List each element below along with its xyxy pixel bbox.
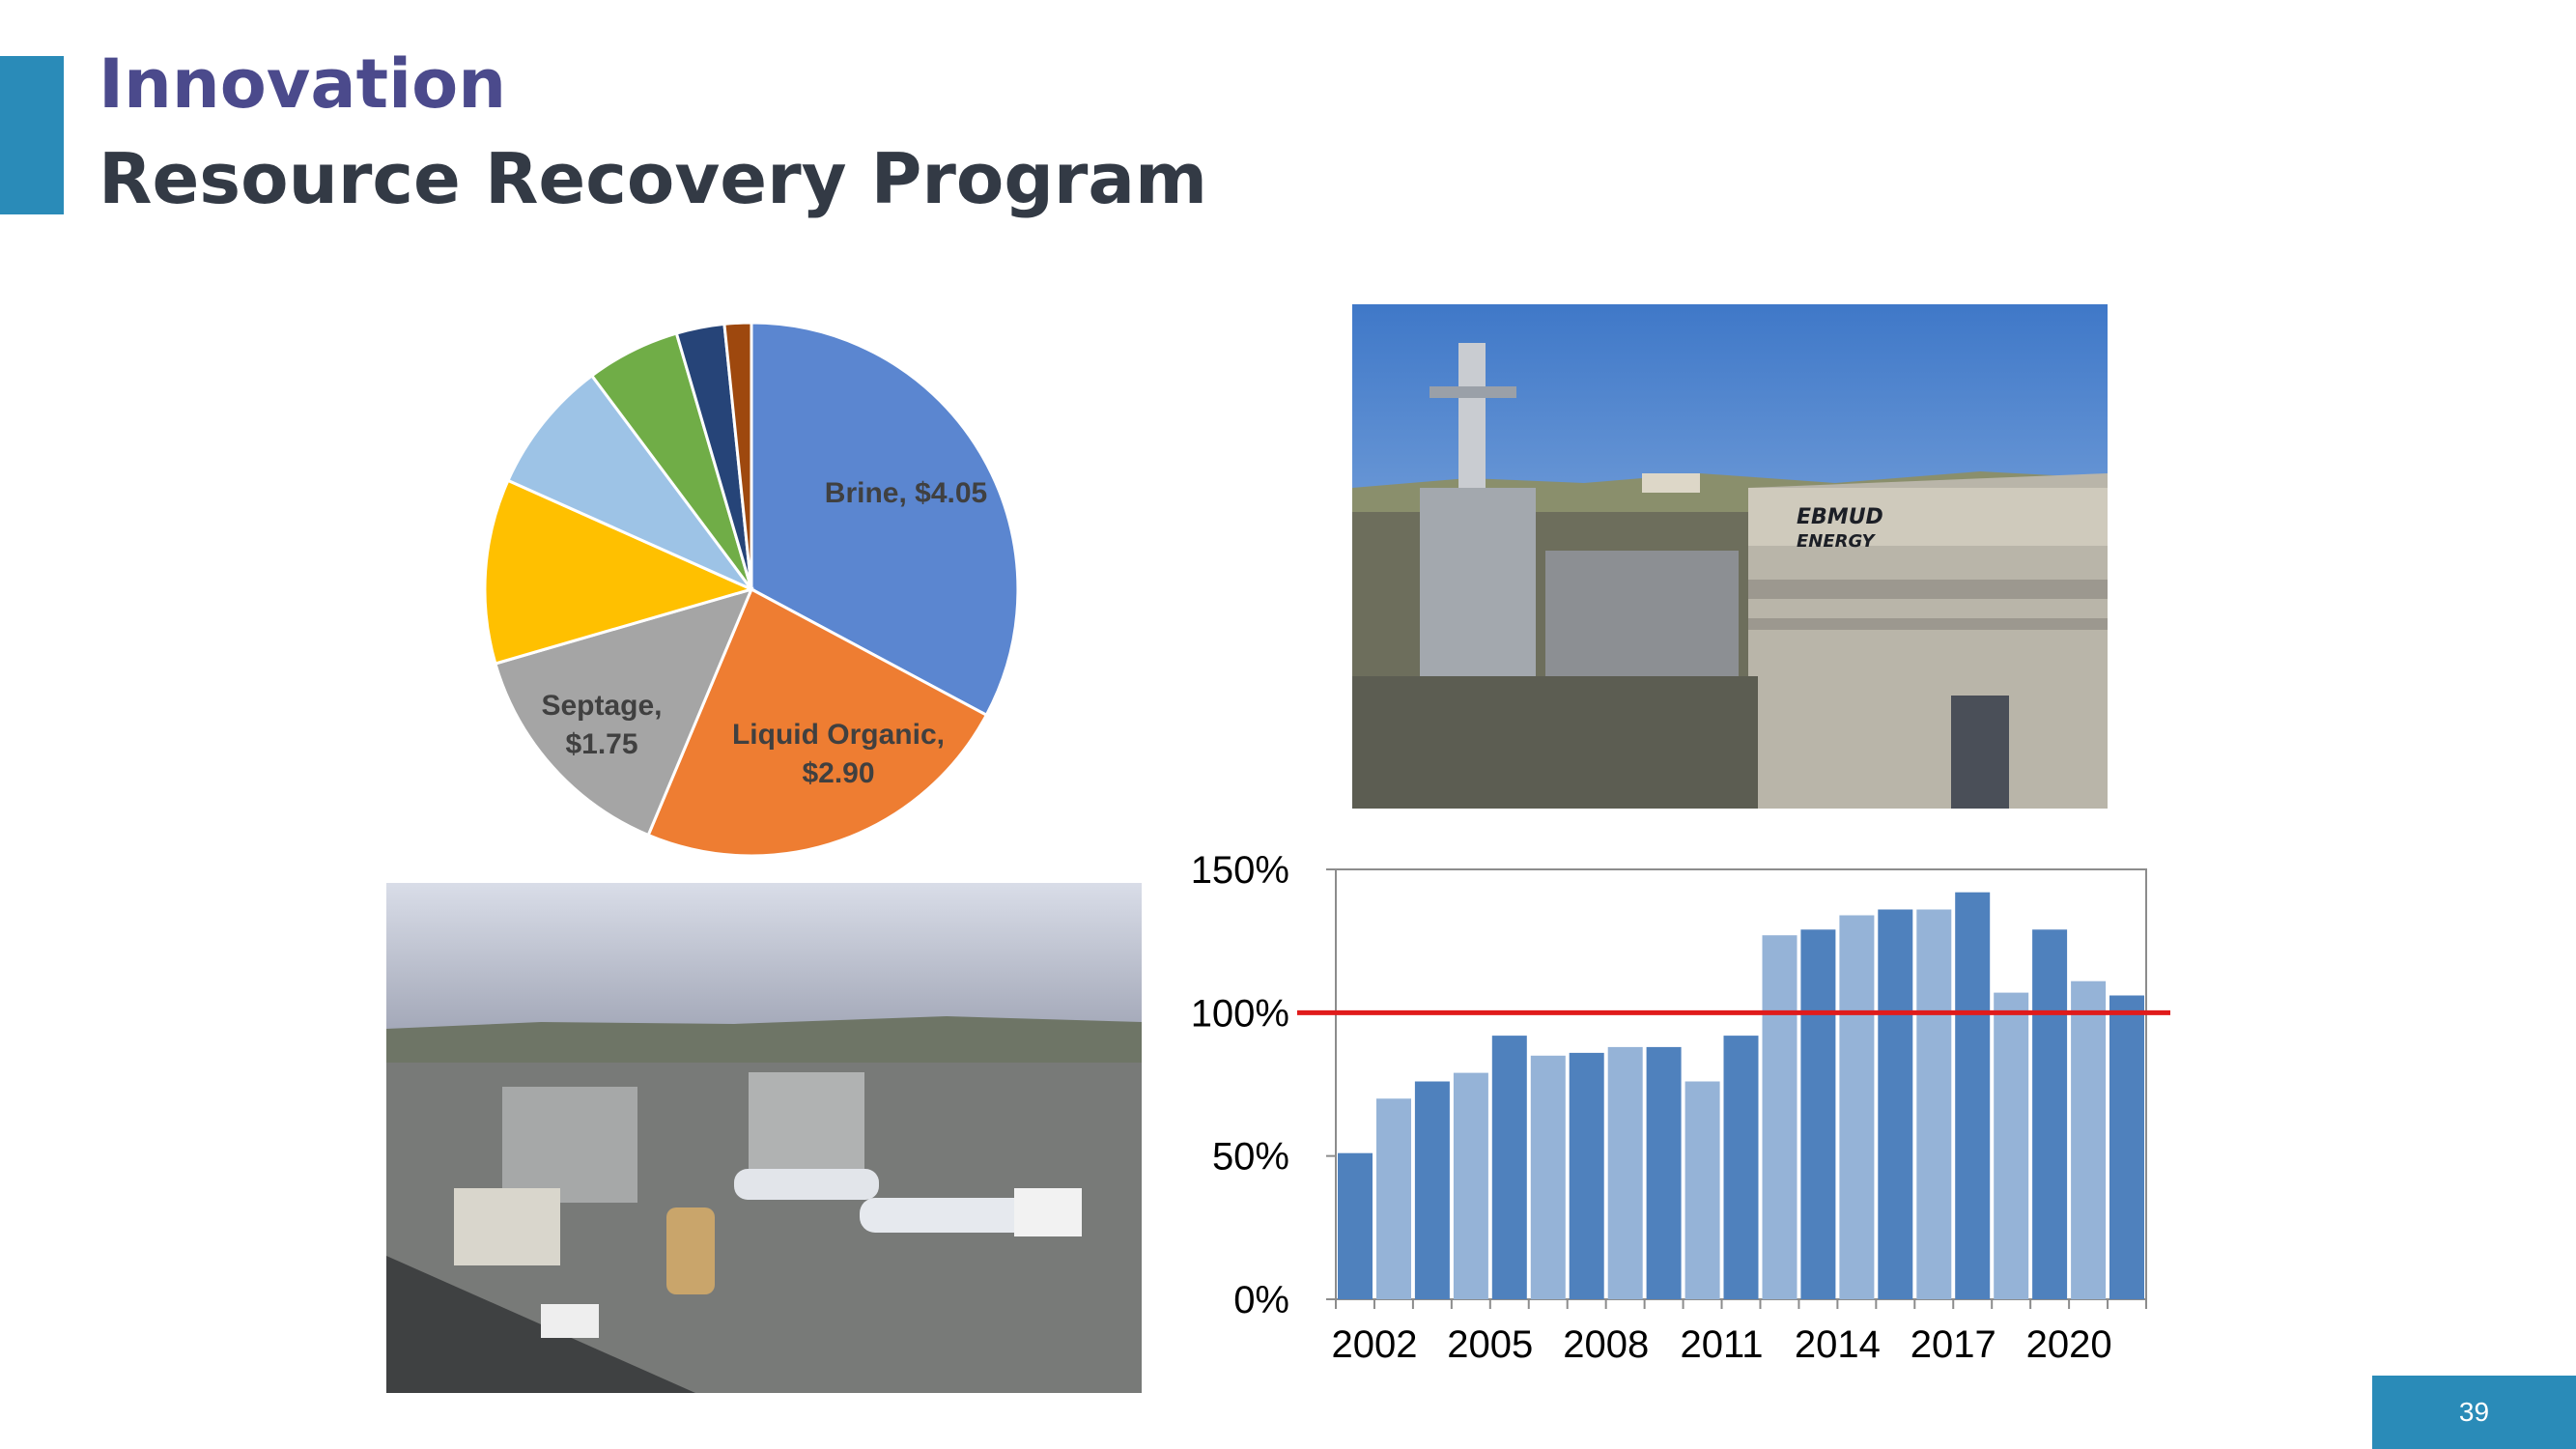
bar <box>2071 980 2107 1299</box>
pie-slice <box>750 321 1020 718</box>
pie-slice <box>646 586 989 858</box>
x-tick-label: 2014 <box>1795 1323 1881 1366</box>
y-tick-label: 50% <box>1212 1136 1289 1179</box>
bar <box>1955 892 1991 1299</box>
plant-sign-line2: ENERGY <box>1797 531 1877 552</box>
bar <box>1684 1081 1720 1299</box>
x-tick-label: 2008 <box>1563 1323 1649 1366</box>
bar <box>1376 1098 1411 1299</box>
accent-bar <box>0 56 64 214</box>
bar <box>1453 1072 1488 1299</box>
receiving-station-photo <box>386 883 1142 1393</box>
pie-slice <box>483 478 756 666</box>
bar <box>1646 1046 1682 1299</box>
pie-slice <box>722 321 753 590</box>
bar <box>1839 915 1875 1299</box>
x-tick-label: 2011 <box>1680 1323 1763 1366</box>
bar <box>1530 1055 1566 1299</box>
page-number: 39 <box>2372 1376 2576 1449</box>
x-tick-label: 2002 <box>1332 1323 1418 1366</box>
slide-subtitle: Resource Recovery Program <box>99 138 1208 219</box>
bar <box>1994 992 2029 1299</box>
y-tick-label: 150% <box>1191 849 1289 892</box>
y-tick-label: 100% <box>1191 992 1289 1035</box>
revenue-pie-chart: Brine, $4.05 Liquid Organic, $2.90 Septage,… <box>483 321 1020 858</box>
pie-slice <box>506 373 756 593</box>
y-tick-label: 0% <box>1233 1279 1289 1321</box>
x-tick-label: 2020 <box>2026 1323 2112 1366</box>
pie-slice <box>494 586 754 838</box>
bar <box>1916 909 1952 1299</box>
bar <box>2032 929 2068 1299</box>
pie-data-label: Septage, $1.75 <box>541 690 662 760</box>
bar <box>1723 1036 1759 1299</box>
energy-plant-photo: EBMUD ENERGY <box>1352 304 2108 809</box>
x-tick-label: 2005 <box>1447 1323 1533 1366</box>
bar <box>1762 935 1798 1299</box>
bar <box>1607 1046 1643 1299</box>
bar <box>1800 929 1836 1299</box>
x-tick-label: 2017 <box>1911 1323 1996 1366</box>
bar <box>1338 1152 1373 1299</box>
bar <box>1414 1081 1450 1299</box>
percent-bar-chart: 2002 2005 2008 2011 2014 2017 2020 0% 50% 100% 150… <box>1191 849 2170 1366</box>
bar <box>1491 1036 1527 1299</box>
pie-data-label: Liquid Organic, $2.90 <box>732 719 945 789</box>
pie-data-label: Brine, $4.05 <box>825 477 987 509</box>
bar <box>1878 909 1913 1299</box>
bar <box>1569 1052 1604 1299</box>
bar <box>2109 995 2144 1299</box>
slide-title: Innovation <box>99 44 507 124</box>
plant-sign-line1: EBMUD <box>1797 505 1883 529</box>
